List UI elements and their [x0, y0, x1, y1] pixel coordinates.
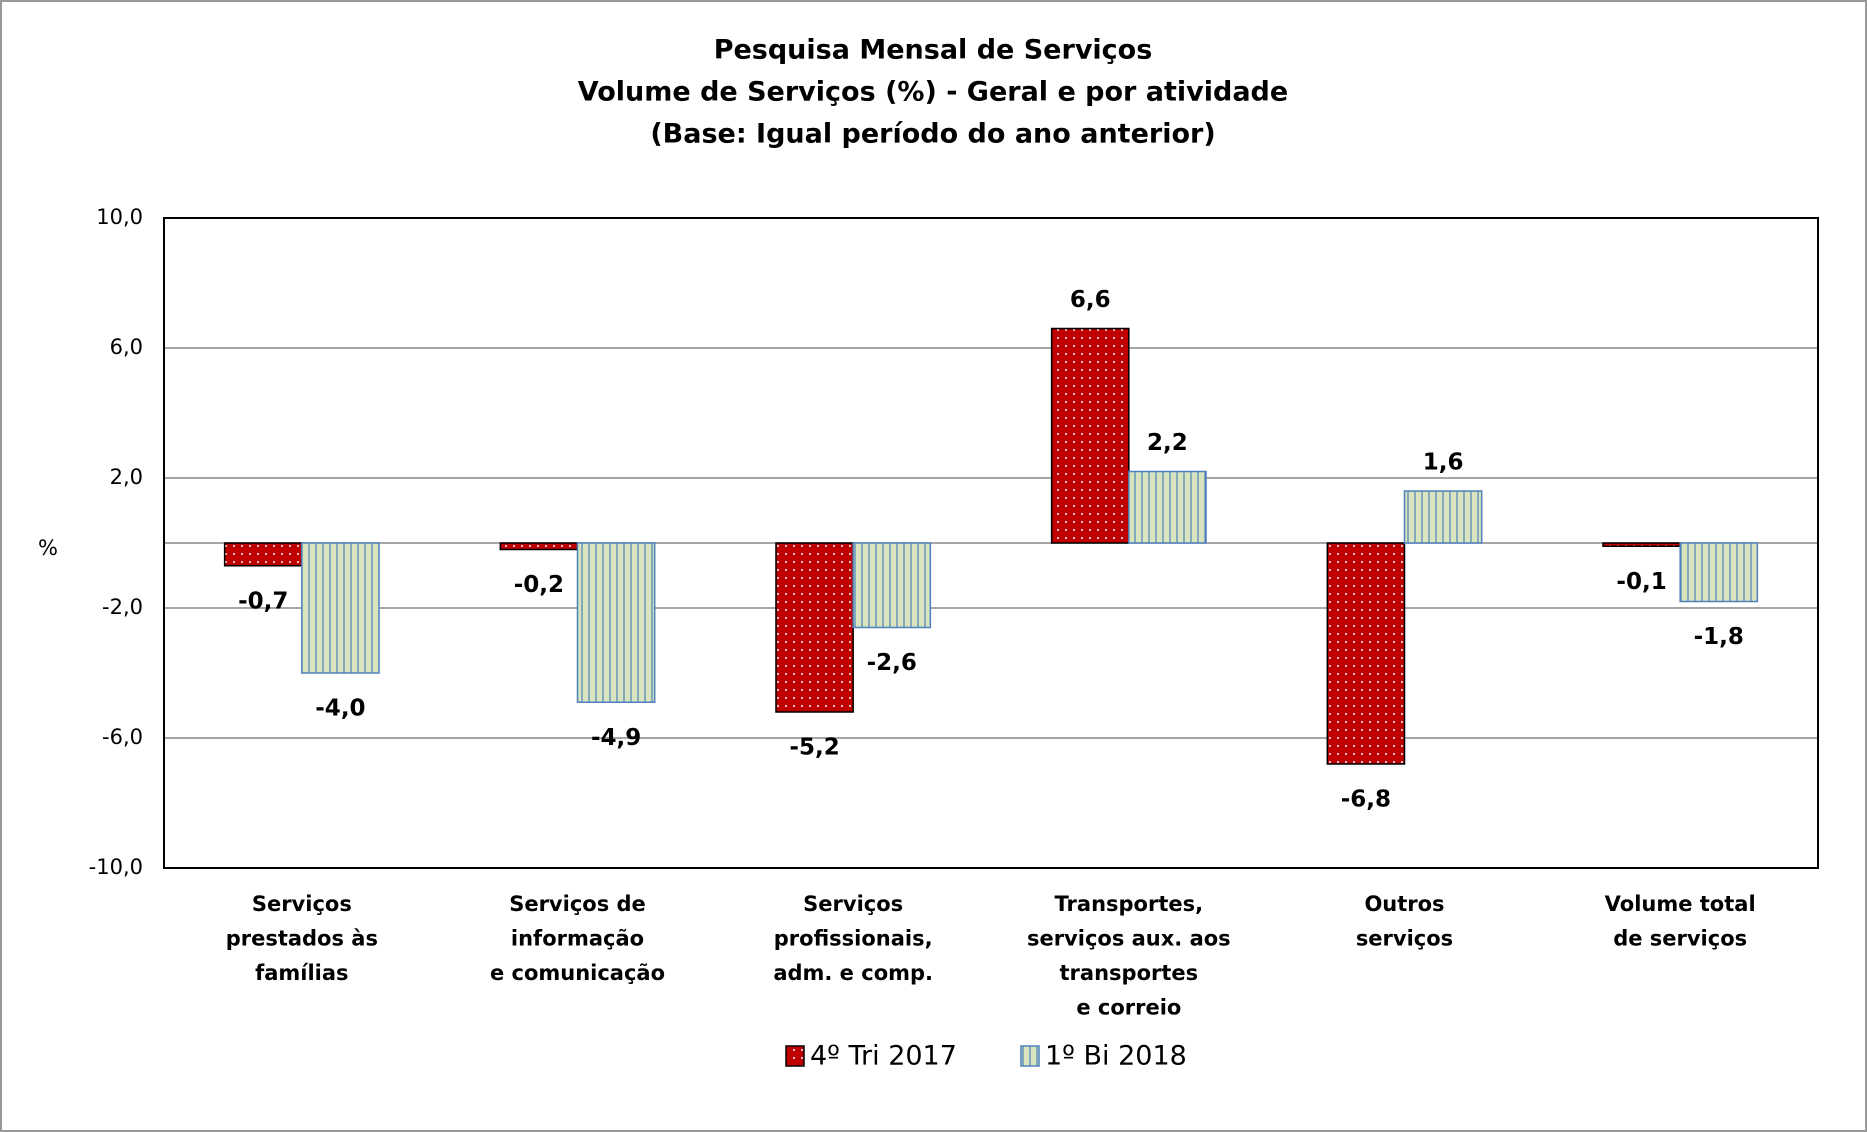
legend-label: 1º Bi 2018 — [1045, 1041, 1187, 1072]
y-tick-label: 10,0 — [96, 205, 143, 229]
data-label: -0,7 — [238, 588, 288, 614]
bar — [1679, 542, 1759, 603]
bar — [1050, 327, 1130, 544]
bar — [1403, 490, 1483, 544]
y-tick-label: 6,0 — [110, 335, 143, 359]
x-tick-label: Serviços de — [509, 892, 646, 916]
x-tick-label: transportes — [1060, 961, 1199, 985]
data-label: 1,6 — [1423, 450, 1464, 476]
chart-title: Pesquisa Mensal de Serviços — [714, 35, 1153, 66]
x-tick-label: Volume total — [1605, 892, 1756, 916]
bar — [1326, 542, 1406, 765]
bar — [775, 542, 854, 713]
bar — [1602, 542, 1681, 547]
data-label: -4,0 — [315, 696, 365, 722]
data-label: -6,8 — [1341, 787, 1391, 813]
x-tick-label: serviços — [1356, 927, 1453, 951]
data-label: 2,2 — [1147, 430, 1188, 456]
x-tick-label: de serviços — [1613, 927, 1747, 951]
legend-swatch — [1020, 1045, 1040, 1067]
x-tick-label: adm. e comp. — [773, 961, 933, 985]
x-tick-label: Transportes, — [1055, 892, 1204, 916]
data-label: 6,6 — [1070, 287, 1111, 313]
plot-frame — [163, 217, 1819, 869]
y-tick-label: 2,0 — [110, 465, 143, 489]
bar — [1128, 470, 1207, 544]
data-label: -1,8 — [1694, 624, 1744, 650]
bar — [499, 542, 579, 551]
chart-title: Volume de Serviços (%) - Geral e por ati… — [578, 77, 1288, 108]
bar — [852, 542, 932, 629]
x-tick-label: e correio — [1076, 996, 1181, 1020]
legend-swatch — [785, 1045, 805, 1067]
legend-label: 4º Tri 2017 — [810, 1041, 957, 1072]
bar — [223, 542, 303, 567]
x-tick-label: serviços aux. aos — [1027, 927, 1231, 951]
x-tick-label: informação — [511, 927, 644, 951]
data-label: -2,6 — [867, 650, 917, 676]
y-axis-label: % — [38, 536, 58, 560]
x-tick-label: famílias — [255, 961, 348, 985]
x-tick-label: Serviços — [803, 892, 903, 916]
x-tick-label: profissionais, — [774, 927, 933, 951]
data-label: -4,9 — [591, 725, 641, 751]
data-label: -0,1 — [1616, 569, 1666, 595]
y-tick-label: -10,0 — [89, 855, 143, 879]
data-label: -0,2 — [514, 572, 564, 598]
x-tick-label: Serviços — [252, 892, 352, 916]
bar — [576, 542, 656, 703]
bar — [301, 542, 380, 674]
chart-title: (Base: Igual período do ano anterior) — [650, 119, 1215, 150]
x-tick-label: e comunicação — [490, 961, 665, 985]
y-tick-label: -2,0 — [102, 595, 143, 619]
data-label: -5,2 — [789, 735, 839, 761]
x-tick-label: Outros — [1364, 892, 1444, 916]
x-tick-label: prestados às — [226, 927, 378, 951]
y-tick-label: -6,0 — [102, 725, 143, 749]
